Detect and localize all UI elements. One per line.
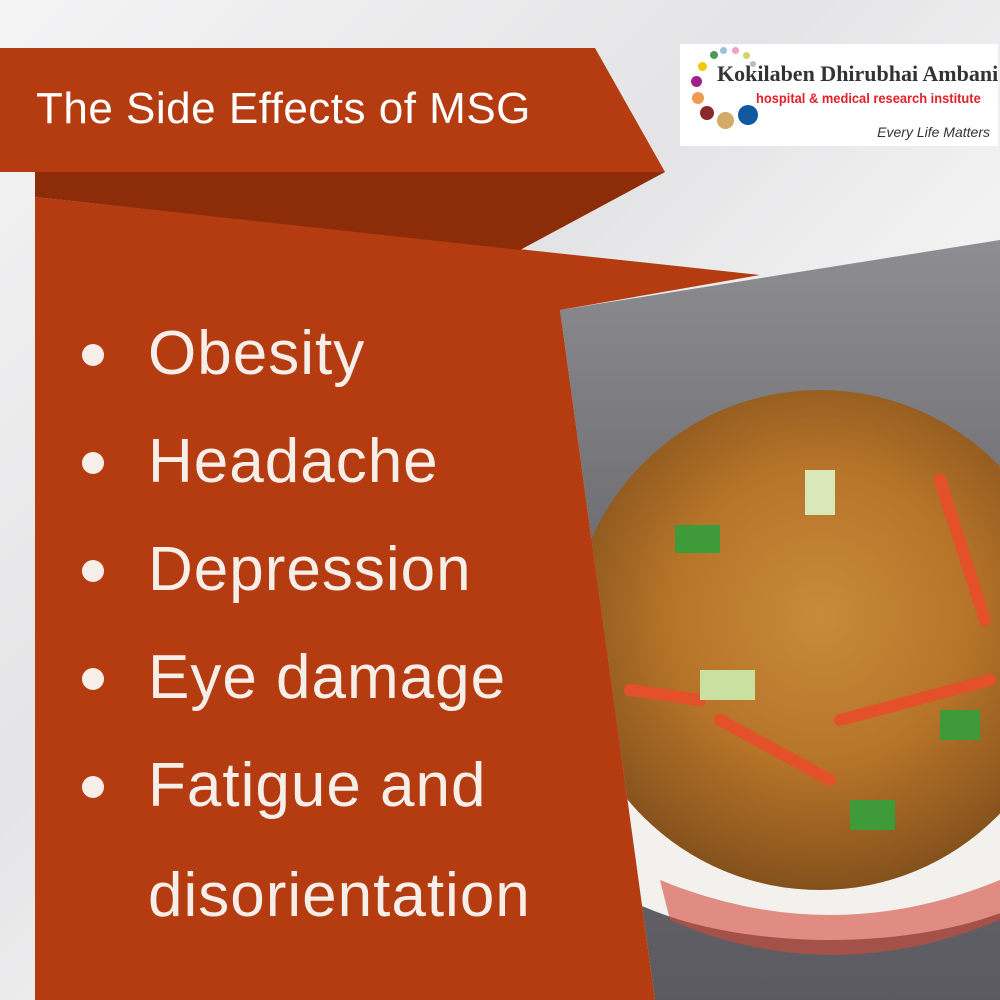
logo-name: Kokilaben Dhirubhai Ambani: [717, 61, 999, 86]
logo-dot-icon: [700, 106, 714, 120]
list-item-text: Eye damage: [148, 643, 507, 712]
list-item-text: Fatigue and: [148, 751, 487, 820]
logo-dot-icon: [732, 47, 739, 54]
hospital-logo: Kokilaben Dhirubhai Ambani hospital & me…: [680, 44, 998, 146]
logo-dot-icon: [698, 62, 707, 71]
logo-subtitle: hospital & medical research institute: [756, 90, 981, 106]
logo-dot-icon: [743, 52, 750, 59]
list-item-text: Obesity: [148, 319, 366, 388]
logo-tagline: Every Life Matters: [877, 124, 990, 140]
list-item: Depression: [78, 516, 531, 624]
logo-dot-icon: [738, 105, 758, 125]
logo-dot-icon: [692, 92, 704, 104]
logo-dot-icon: [750, 61, 756, 67]
list-item-text: Depression: [148, 535, 472, 604]
list-item: Headache: [78, 408, 531, 516]
bullet-icon: [82, 452, 104, 474]
logo-dot-icon: [717, 112, 734, 129]
logo-dot-icon: [710, 51, 718, 59]
list-item: Eye damage: [78, 624, 531, 732]
page-title: The Side Effects of MSG: [36, 84, 531, 133]
bullet-icon: [82, 776, 104, 798]
bullet-icon: [82, 668, 104, 690]
bullet-icon: [82, 344, 104, 366]
list-item: Fatigue and disorientation: [78, 732, 531, 952]
bullet-icon: [82, 560, 104, 582]
side-effects-list: Obesity Headache Depression Eye damage F…: [78, 300, 531, 952]
logo-dot-icon: [691, 76, 702, 87]
noodles-photo: [560, 240, 1000, 1000]
list-item-text: Headache: [148, 427, 439, 496]
list-item-text-continued: disorientation: [148, 861, 531, 930]
list-item: Obesity: [78, 300, 531, 408]
logo-dot-icon: [720, 47, 727, 54]
